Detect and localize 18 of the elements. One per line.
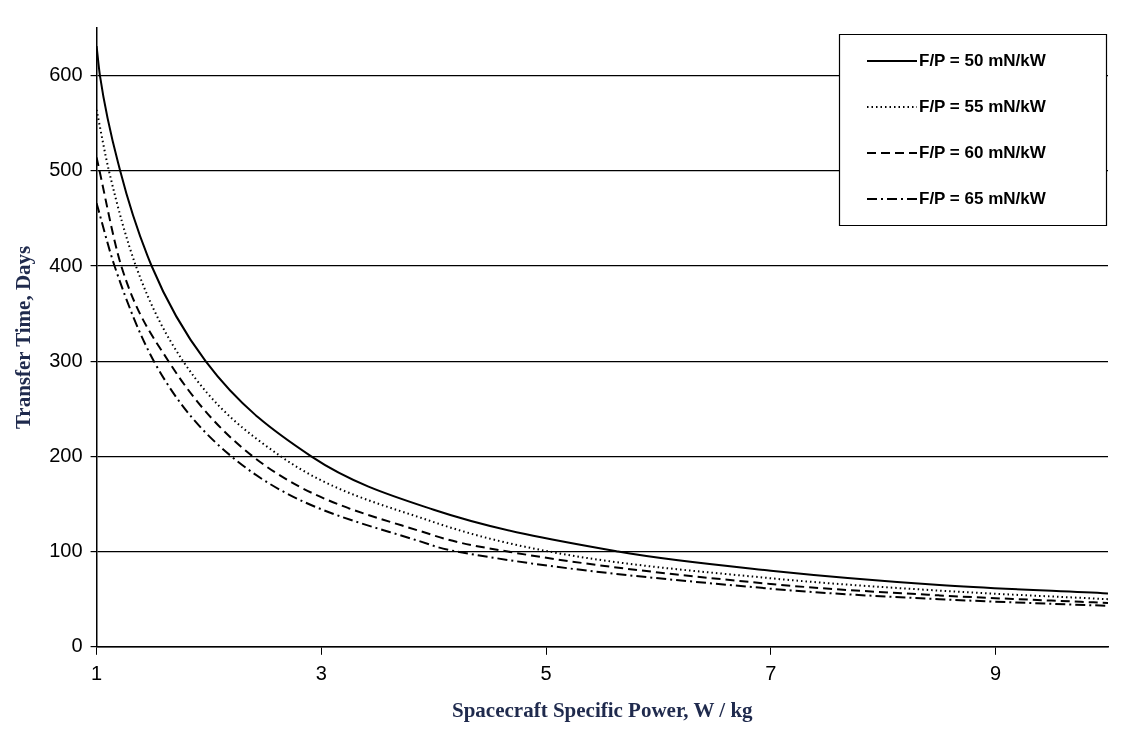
y-tick-label: 0 xyxy=(71,634,83,657)
legend-label: F/P = 65 mN/kW xyxy=(919,188,1047,208)
y-tick-label: 500 xyxy=(49,158,83,181)
x-axis-title: Spacecraft Specific Power, W / kg xyxy=(452,697,754,722)
legend-label: F/P = 60 mN/kW xyxy=(919,142,1047,162)
x-tick-label: 5 xyxy=(540,662,552,685)
x-tick-label: 7 xyxy=(765,662,777,685)
y-tick-label: 100 xyxy=(49,539,83,562)
x-tick-label: 3 xyxy=(315,662,327,685)
y-axis-title: Transfer Time, Days xyxy=(11,245,36,430)
x-tick-label: 1 xyxy=(91,662,103,685)
y-tick-label: 300 xyxy=(49,348,83,371)
y-tick-label: 200 xyxy=(49,443,83,466)
legend-label: F/P = 50 mN/kW xyxy=(919,50,1047,70)
y-tick-label: 400 xyxy=(49,253,83,276)
y-tick-label: 600 xyxy=(49,63,83,86)
x-tick-label: 9 xyxy=(990,662,1002,685)
legend-label: F/P = 55 mN/kW xyxy=(919,96,1047,116)
